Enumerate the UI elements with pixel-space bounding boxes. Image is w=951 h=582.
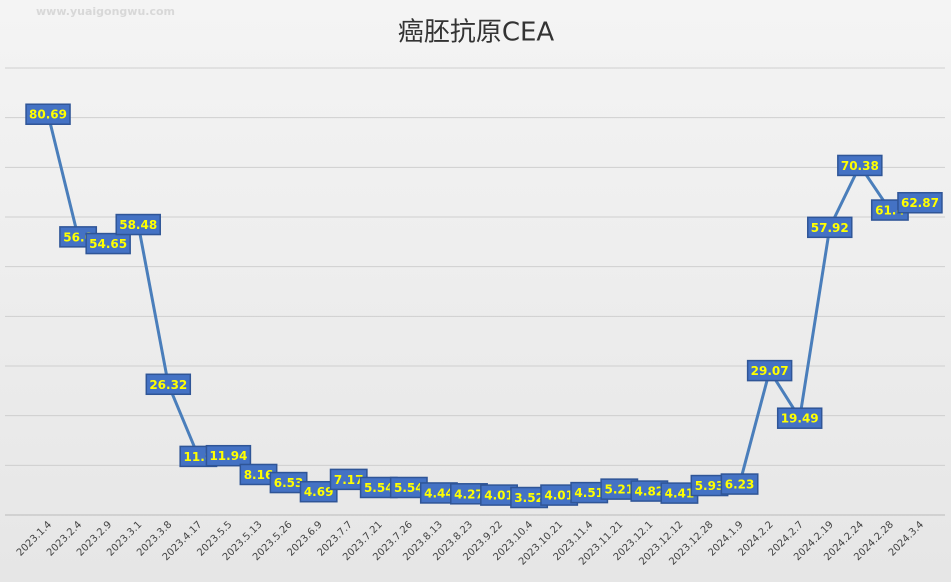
chart-title: 癌胚抗原CEA — [398, 18, 555, 48]
data-label-text: 58.48 — [119, 218, 157, 232]
data-label: 6.23 — [720, 473, 759, 495]
data-label-text: 29.07 — [751, 364, 789, 378]
data-label: 57.92 — [807, 216, 853, 239]
data-label-box — [837, 154, 883, 177]
data-label-box — [85, 232, 131, 255]
data-label-text: 4.69 — [304, 485, 334, 499]
data-label-text: 26.32 — [149, 378, 187, 392]
data-label-box — [115, 213, 161, 236]
data-label: 6.53 — [269, 471, 308, 494]
data-label-box — [746, 359, 793, 382]
watermark: www.yuaigongwu.com — [36, 5, 175, 18]
data-label-box — [807, 216, 853, 239]
data-label-text: 3.52 — [514, 491, 544, 505]
data-label-box — [25, 103, 71, 125]
data-label: 80.69 — [25, 103, 71, 125]
data-label-text: 62.87 — [901, 196, 939, 210]
data-label-text: 8.16 — [244, 468, 274, 482]
data-label: 4.82 — [630, 480, 669, 502]
data-label: 29.07 — [746, 359, 793, 382]
data-label-text: 5.93 — [695, 479, 725, 493]
data-label: 62.87 — [897, 191, 943, 214]
data-label-text: 57.92 — [811, 221, 849, 235]
data-label: 4.01 — [540, 484, 579, 506]
data-label-text: 11.94 — [209, 449, 247, 463]
data-label-box — [720, 473, 759, 495]
data-label-box — [205, 444, 252, 467]
data-label: 70.38 — [837, 154, 883, 177]
data-label-text: 7.17 — [334, 473, 364, 487]
data-label: 19.49 — [776, 407, 823, 429]
data-label-text: 4.44 — [424, 486, 454, 500]
data-label-text: 70.38 — [841, 159, 879, 173]
data-label-text: 4.27 — [454, 487, 484, 501]
data-label-text: 4.82 — [635, 485, 665, 499]
data-label-text: 4.01 — [544, 489, 574, 503]
data-label: 3.52 — [510, 486, 549, 509]
data-label-text: 6.23 — [725, 478, 755, 492]
data-label: 5.54 — [359, 476, 398, 499]
data-label-text: 4.01 — [484, 489, 514, 503]
data-label-box — [299, 480, 338, 503]
data-label-box — [897, 191, 943, 214]
data-label: 8.16 — [239, 463, 278, 486]
data-label-box — [145, 373, 192, 396]
data-label-text: 4.41 — [665, 487, 695, 501]
data-label-text: 5.54 — [364, 481, 394, 495]
data-label: 58.48 — [115, 213, 161, 236]
data-label-text: 54.65 — [89, 237, 127, 251]
data-label-text: 19.49 — [781, 412, 819, 426]
data-label: 7.17 — [329, 468, 368, 491]
data-label-text: 4.51 — [574, 486, 604, 500]
data-label: 4.01 — [480, 484, 518, 506]
data-label: 11.94 — [205, 444, 252, 467]
data-label-text: 80.69 — [29, 108, 67, 122]
data-label-text: 5.21 — [604, 483, 634, 497]
data-label-box — [776, 407, 823, 429]
data-label-text: 6.53 — [274, 476, 304, 490]
data-label: 26.32 — [145, 373, 192, 396]
data-label: 54.65 — [85, 232, 131, 255]
data-label: 5.93 — [690, 474, 729, 497]
data-label: 4.69 — [299, 480, 338, 503]
data-label: 4.51 — [570, 481, 609, 504]
data-label-text: 5.54 — [394, 481, 424, 495]
